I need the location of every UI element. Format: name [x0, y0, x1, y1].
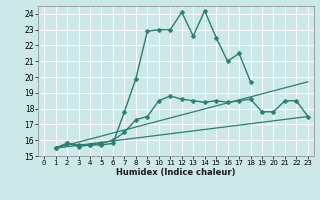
X-axis label: Humidex (Indice chaleur): Humidex (Indice chaleur) — [116, 168, 236, 177]
